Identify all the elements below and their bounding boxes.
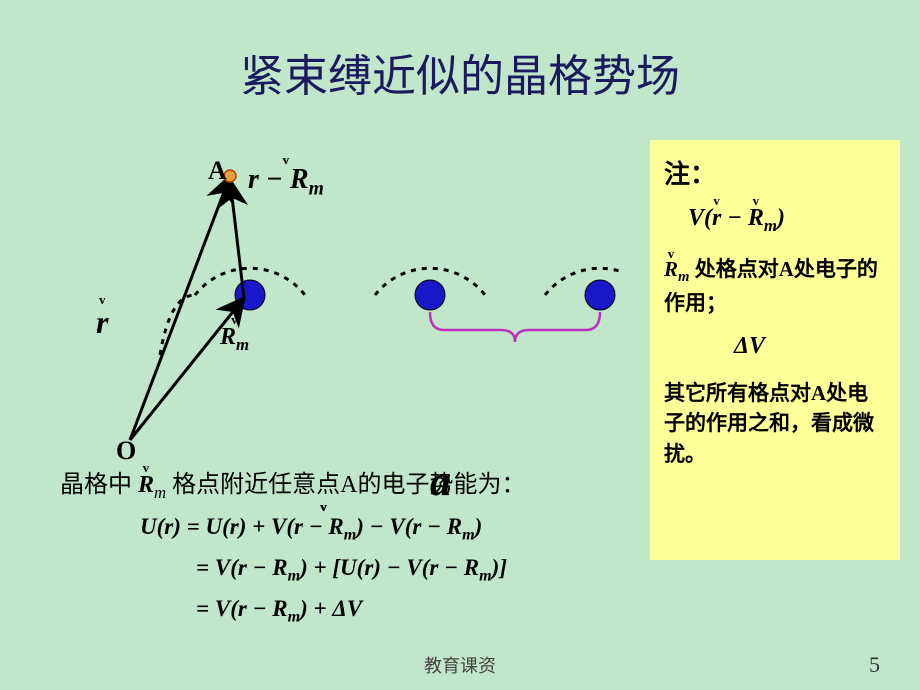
equation-row-3: = V(rv − Rvm) + ΔV (140, 590, 507, 631)
note-formula-2: ΔV (734, 333, 886, 360)
slide-title: 紧束缚近似的晶格势场 (0, 0, 920, 104)
equation-intro: 晶格中 Rvm 格点附近任意点A的电子势能为： (60, 464, 525, 503)
note-head: 注： (664, 154, 886, 191)
equations-block: U(rv) = U(rv) + V(rv − Rvm) − V(rv − Rvm… (140, 508, 507, 631)
note-p1: Rvm 处格点对A处电子的作用； (664, 254, 886, 319)
note-formula-1: V(rv − Rvm) (688, 205, 886, 236)
pointA-label: A (208, 156, 227, 186)
diagram-svg (60, 140, 620, 460)
page-number: 5 (869, 652, 880, 678)
note-box: 注： V(rv − Rvm) Rvm 处格点对A处电子的作用； ΔV 其它所有格… (650, 140, 900, 560)
equation-row-2: = V(rv − Rvm) + [U(rv) − V(rv − Rvm)] (140, 549, 507, 590)
vec-r-label: rv (96, 304, 108, 341)
footer-text: 教育课资 (424, 652, 496, 678)
note-p2: 其它所有格点对A处电子的作用之和，看成微扰。 (664, 378, 886, 469)
vec-rRm-label: rv − Rvm (248, 164, 324, 201)
origin-label: O (116, 436, 136, 466)
lattice-diagram: O A rv Rvm rv − Rvm a (60, 140, 620, 460)
vec-Rm-label: Rvm (220, 324, 249, 355)
